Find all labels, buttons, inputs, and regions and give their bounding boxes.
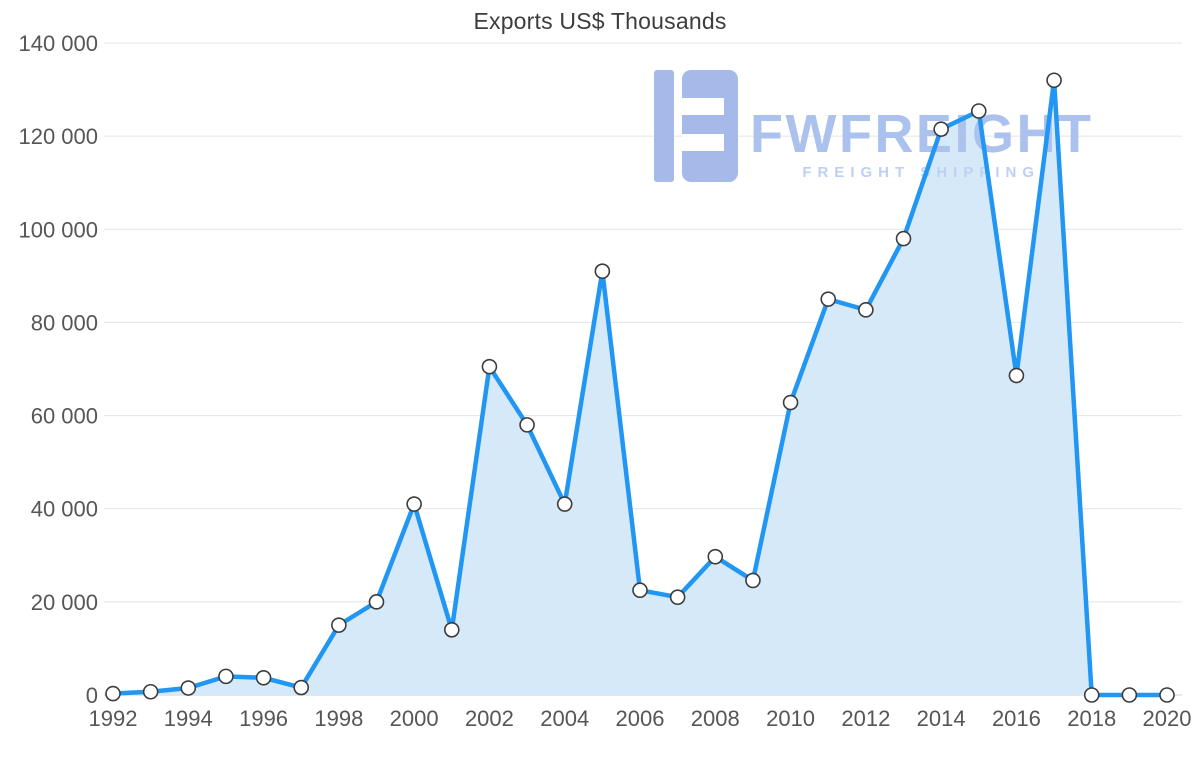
data-point-marker — [895, 230, 912, 247]
x-tick-label: 2008 — [691, 706, 740, 731]
data-point-marker — [406, 496, 422, 512]
data-point-marker — [180, 680, 197, 696]
x-tick-label: 2006 — [616, 706, 665, 731]
data-point-marker — [594, 263, 611, 280]
x-tick-label: 2018 — [1067, 706, 1116, 731]
data-point-marker — [858, 302, 874, 318]
data-point-marker — [368, 594, 385, 610]
fwfreight-logo-icon — [654, 70, 738, 182]
x-tick-label: 2014 — [917, 706, 966, 731]
watermark-tagline: FREIGHT SHIPPING — [802, 164, 1040, 181]
data-point-marker — [820, 291, 837, 307]
data-point-marker — [782, 394, 799, 411]
data-point-marker — [218, 668, 234, 685]
x-tick-label: 2010 — [766, 706, 815, 731]
data-point-marker — [707, 548, 724, 565]
data-point-marker — [293, 679, 310, 696]
x-tick-label: 2002 — [465, 706, 514, 731]
data-point-marker — [331, 617, 347, 633]
area-fill — [113, 80, 1167, 695]
x-tick-label: 1998 — [314, 706, 363, 731]
data-point-marker — [1121, 687, 1138, 703]
data-point-marker — [1083, 687, 1100, 703]
y-tick-label: 0 — [86, 683, 98, 708]
x-tick-label: 2012 — [841, 706, 890, 731]
data-point-marker — [1046, 72, 1062, 89]
data-point-marker — [1008, 367, 1025, 384]
x-tick-label: 2004 — [540, 706, 589, 731]
data-point-marker — [255, 669, 272, 686]
y-tick-label: 60 000 — [31, 404, 98, 429]
x-tick-label: 2000 — [390, 706, 439, 731]
y-tick-label: 120 000 — [18, 124, 98, 149]
y-tick-label: 100 000 — [18, 217, 98, 242]
data-point-marker — [105, 685, 121, 702]
data-point-marker — [745, 572, 761, 589]
x-tick-label: 1996 — [239, 706, 288, 731]
data-point-marker — [519, 417, 535, 433]
data-point-marker — [443, 621, 460, 638]
data-point-marker — [481, 358, 498, 375]
data-point-marker — [669, 589, 686, 606]
y-tick-label: 20 000 — [31, 590, 98, 615]
chart-title: Exports US$ Thousands — [473, 8, 727, 34]
data-point-marker — [933, 121, 949, 137]
x-tick-label: 1992 — [89, 706, 138, 731]
data-point-marker — [632, 582, 648, 599]
watermark: FWFREIGHT FREIGHT SHIPPING — [654, 70, 1093, 182]
x-tick-label: 2020 — [1143, 706, 1192, 731]
y-tick-label: 40 000 — [31, 497, 98, 522]
data-point-marker — [556, 496, 573, 512]
data-point-marker — [1159, 687, 1175, 703]
series-line — [110, 78, 1170, 698]
y-tick-label: 80 000 — [31, 310, 98, 335]
data-point-marker — [142, 683, 159, 700]
data-point-marker — [970, 103, 987, 119]
x-tick-label: 1994 — [164, 706, 213, 731]
x-tick-label: 2016 — [992, 706, 1041, 731]
watermark-brand: FWFREIGHT — [750, 104, 1093, 164]
